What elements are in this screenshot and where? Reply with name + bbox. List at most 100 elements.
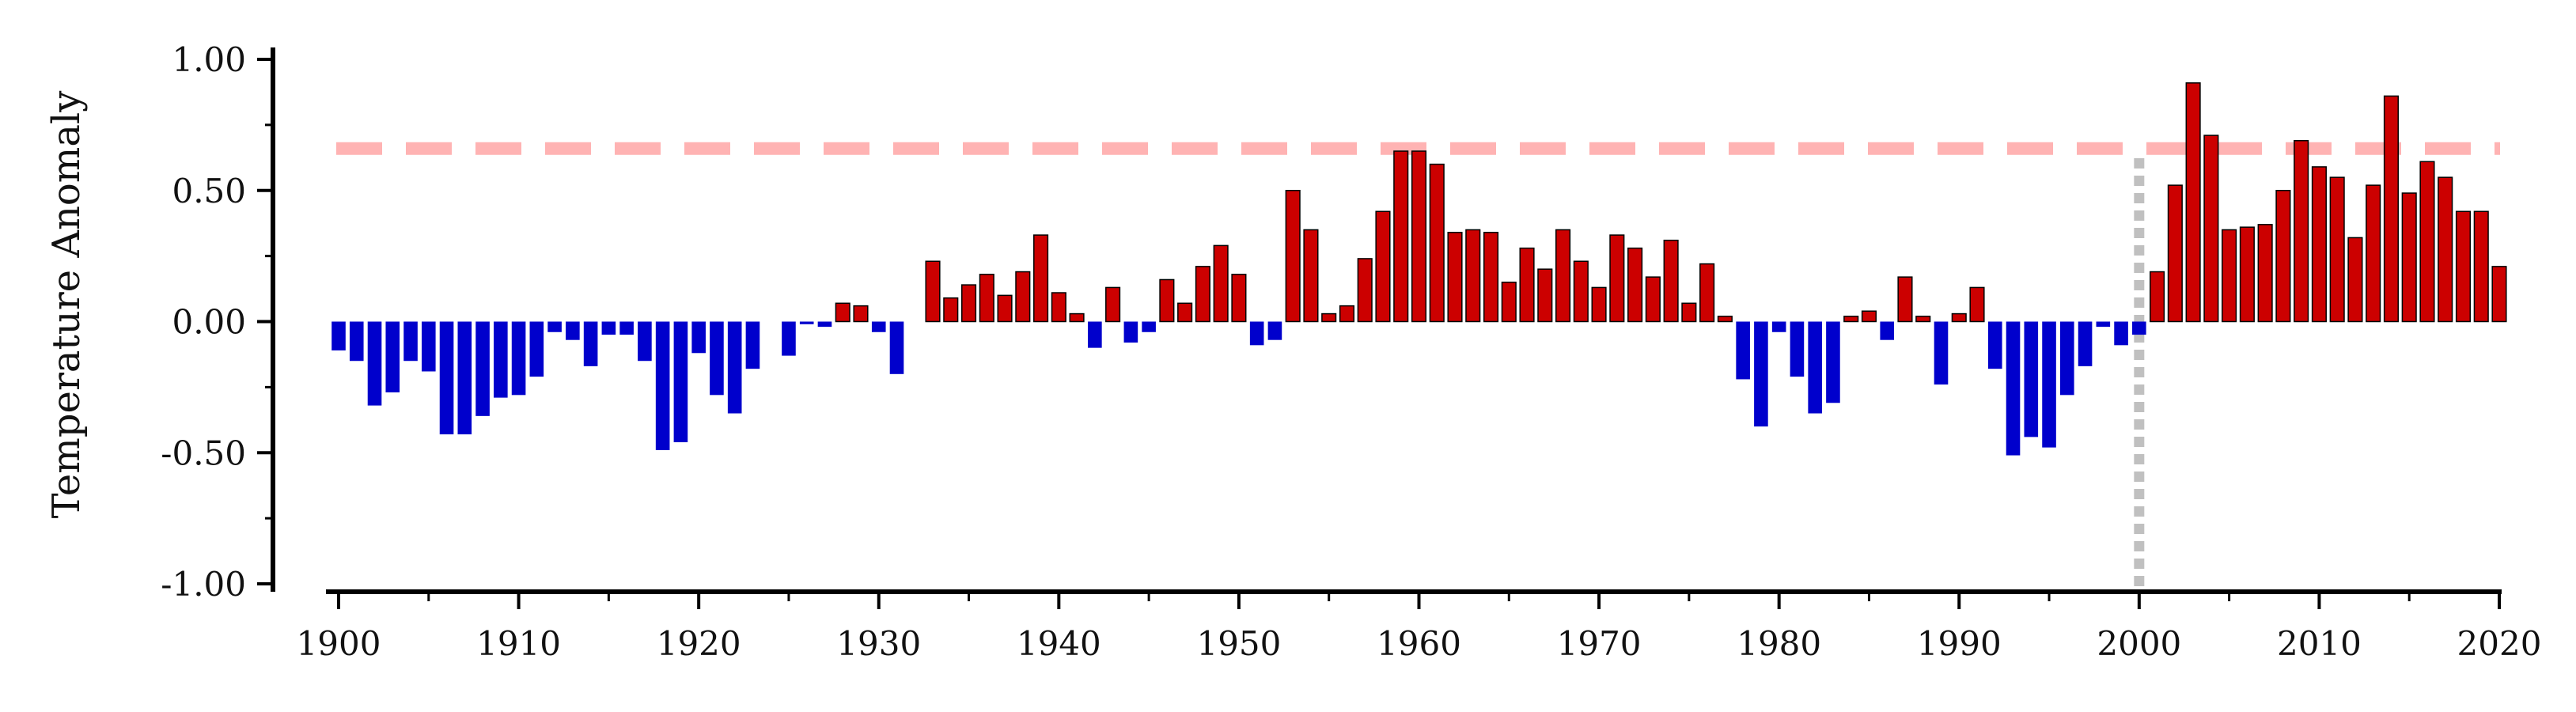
bar-1960 [1411, 150, 1427, 323]
bar-1949 [1213, 244, 1229, 323]
bar-1952 [1267, 321, 1282, 340]
bar-1926 [799, 321, 814, 324]
bar-1936 [979, 274, 994, 323]
bar-1954 [1303, 229, 1319, 323]
bar-1962 [1447, 232, 1463, 323]
bar-1945 [1142, 321, 1156, 332]
bar-1944 [1123, 321, 1138, 343]
bar-1911 [529, 321, 544, 377]
bar-2016 [2419, 161, 2435, 323]
bar-2018 [2455, 210, 2472, 323]
bar-2020 [2491, 266, 2507, 323]
bar-1975 [1681, 302, 1697, 323]
bar-1920 [691, 321, 706, 354]
bar-1965 [1501, 282, 1517, 323]
x-tick-label: 1900 [297, 624, 381, 663]
bar-1910 [511, 321, 526, 396]
bar-1968 [1555, 229, 1571, 323]
y-tick-label: -1.00 [161, 565, 246, 604]
bar-1927 [817, 321, 832, 328]
bar-2000 [2132, 321, 2146, 335]
bar-1979 [1754, 321, 1768, 427]
bar-1931 [889, 321, 904, 374]
bar-1983 [1826, 321, 1840, 403]
y-axis-title: Temperature Anomaly [44, 91, 89, 519]
bar-1916 [619, 321, 634, 335]
bar-1990 [1951, 312, 1967, 323]
bar-1928 [835, 302, 850, 323]
bar-2017 [2438, 176, 2453, 323]
bar-2009 [2294, 140, 2309, 323]
bar-1967 [1537, 268, 1553, 323]
bar-2013 [2366, 184, 2381, 323]
bar-2004 [2203, 134, 2219, 323]
bar-2012 [2347, 237, 2363, 323]
bar-2007 [2257, 224, 2273, 323]
bar-1997 [2078, 321, 2093, 366]
bar-1989 [1934, 321, 1949, 385]
bar-1912 [547, 321, 562, 332]
bar-2006 [2239, 226, 2255, 323]
bar-1901 [349, 321, 364, 362]
bar-1917 [638, 321, 652, 362]
bar-1996 [2060, 321, 2074, 396]
reference-lines [336, 142, 2500, 587]
bar-1933 [925, 260, 941, 323]
bar-1963 [1465, 229, 1481, 323]
bar-2011 [2329, 176, 2345, 323]
bar-1902 [367, 321, 382, 406]
bar-1987 [1897, 276, 1913, 323]
bar-2008 [2275, 190, 2291, 323]
x-tick-label: 2000 [2097, 624, 2181, 663]
bar-1994 [2024, 321, 2039, 437]
bar-1946 [1159, 278, 1175, 323]
bar-2010 [2311, 166, 2327, 323]
y-tick-label: 0.00 [172, 303, 246, 342]
bar-2005 [2222, 229, 2237, 323]
bar-1914 [583, 321, 598, 366]
bar-1947 [1177, 302, 1193, 323]
bar-1919 [673, 321, 688, 442]
x-tick-label: 1940 [1017, 624, 1101, 663]
bar-1930 [871, 321, 886, 332]
axes-group: 1.00 0.50 0.00 -0.50 -1.00 1900 1910 1920 1930 19… [161, 40, 2541, 663]
bar-1950 [1231, 274, 1247, 323]
bar-1993 [2006, 321, 2021, 456]
bar-1974 [1663, 239, 1679, 323]
x-tick-label: 2010 [2277, 624, 2362, 663]
bar-1941 [1069, 312, 1085, 323]
bar-1995 [2042, 321, 2056, 448]
bar-1971 [1609, 234, 1625, 323]
bars-group [331, 82, 2507, 456]
bar-1918 [655, 321, 670, 450]
bar-1900 [331, 321, 346, 350]
bar-1972 [1627, 247, 1643, 323]
bar-1935 [960, 284, 977, 323]
bar-2003 [2185, 82, 2201, 323]
bar-1905 [421, 321, 436, 372]
bar-2019 [2473, 210, 2489, 323]
x-tick-label: 1920 [657, 624, 741, 663]
bar-1992 [1987, 321, 2002, 369]
bar-1923 [745, 321, 760, 369]
bar-1903 [385, 321, 400, 392]
bar-1925 [782, 321, 796, 356]
x-tick-label: 1970 [1557, 624, 1642, 663]
bar-1982 [1808, 321, 1822, 414]
bar-1964 [1483, 232, 1499, 323]
bar-2001 [2150, 271, 2165, 323]
bar-2002 [2167, 184, 2183, 323]
bar-2015 [2401, 192, 2417, 323]
bar-1955 [1321, 312, 1337, 323]
bar-1953 [1285, 190, 1301, 323]
bar-1937 [997, 294, 1013, 323]
x-tick-label: 1980 [1737, 624, 1821, 663]
bar-1969 [1573, 260, 1589, 323]
x-tick-label: 1930 [836, 624, 921, 663]
bar-1915 [601, 321, 616, 335]
bar-1921 [710, 321, 724, 396]
bar-1938 [1015, 271, 1031, 323]
y-tick-label: -0.50 [161, 434, 246, 472]
bar-1961 [1429, 163, 1445, 323]
bar-2014 [2383, 95, 2399, 323]
